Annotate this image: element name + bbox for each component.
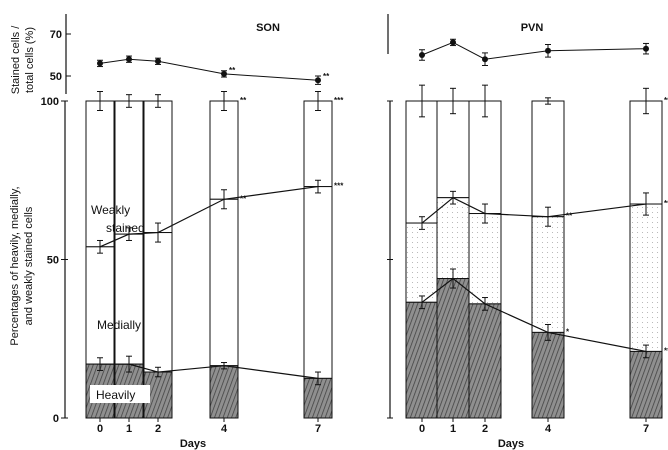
son-bar-heavy: [210, 366, 238, 418]
son-bar-weak: [304, 101, 332, 187]
pvn-bar-weak: [469, 101, 501, 214]
bottom-y-axis-label-line2: and weakly stained cells: [23, 206, 35, 325]
pvn-panel-title: PVN: [521, 22, 544, 34]
pvn-bar-medium: [437, 198, 469, 279]
son-top-series-line: [100, 59, 318, 80]
son-top-point: [315, 77, 321, 83]
son-x-tick-label: 7: [315, 423, 321, 435]
pvn-x-tick-label: 4: [545, 423, 552, 435]
son-bar-medium: [115, 234, 143, 364]
pvn-bar-weak: [532, 101, 564, 217]
son-top-significance: **: [229, 66, 236, 75]
pvn-medium-significance: ***: [664, 199, 668, 208]
son-bar-medium: [304, 187, 332, 379]
top-y-axis-label-line1: Stained cells /: [10, 25, 22, 94]
son-x-tick-label: 1: [126, 423, 132, 435]
annotation-stained: stained: [106, 221, 145, 235]
pvn-top-series-line: [422, 42, 646, 59]
son-medium-significance: ***: [334, 182, 344, 191]
pvn-bar-medium: [630, 204, 662, 351]
pvn-bar-medium: [532, 217, 564, 333]
son-x-tick-label: 4: [221, 423, 228, 435]
son-top-significance: **: [323, 72, 330, 81]
son-bar-weak: [144, 101, 172, 233]
pvn-top-point: [643, 46, 649, 52]
son-top-point: [155, 58, 161, 64]
pvn-x-axis-label: Days: [498, 438, 524, 450]
son-bar-medium: [144, 233, 172, 372]
son-top-point: [221, 71, 227, 77]
son-total-significance: ***: [334, 96, 344, 105]
pvn-bar-heavy: [406, 302, 438, 418]
son-x-tick-label: 2: [155, 423, 161, 435]
pvn-top-point: [545, 48, 551, 54]
son-bar-weak: [210, 101, 238, 199]
pvn-heavy-significance: *: [566, 327, 570, 336]
pvn-x-tick-label: 1: [450, 423, 456, 435]
top-y-tick-label: 50: [50, 71, 62, 83]
son-x-axis-label: Days: [180, 438, 206, 450]
son-bar-medium: [86, 247, 114, 364]
pvn-total-significance: ***: [664, 96, 668, 105]
pvn-x-tick-label: 2: [482, 423, 488, 435]
pvn-bar-heavy: [532, 332, 564, 418]
top-y-tick-label: 70: [50, 29, 62, 41]
pvn-top-point: [450, 39, 456, 45]
pvn-bar-weak: [630, 101, 662, 204]
pvn-x-tick-label: 0: [419, 423, 425, 435]
annotation-heavily: Heavily: [96, 388, 135, 402]
pvn-bar-weak: [437, 101, 469, 198]
bottom-y-tick-label: 100: [41, 96, 59, 108]
bottom-y-axis-label-line1: Percentages of heavily, medially,: [9, 186, 21, 345]
bottom-y-tick-label: 50: [47, 255, 59, 267]
pvn-bar-heavy: [630, 351, 662, 418]
pvn-top-point: [419, 52, 425, 58]
son-panel-title: SON: [256, 22, 280, 34]
son-total-significance: **: [240, 96, 247, 105]
son-top-point: [97, 60, 103, 66]
son-top-point: [126, 56, 132, 62]
pvn-bar-medium: [469, 214, 501, 304]
bottom-y-axis-label: Percentages of heavily, medially, and we…: [9, 186, 35, 345]
son-bar-medium: [210, 199, 238, 365]
top-y-axis-label-line2: total cells (%): [24, 27, 36, 93]
top-y-axis-label: Stained cells / total cells (%): [10, 25, 36, 94]
pvn-bar-weak: [406, 101, 438, 223]
pvn-bar-heavy: [469, 304, 501, 418]
annotation-weakly: Weakly: [91, 203, 130, 217]
pvn-top-point: [482, 56, 488, 62]
bottom-y-tick-label: 0: [53, 413, 59, 425]
pvn-heavy-significance: **: [664, 346, 668, 355]
annotation-medially: Medially: [97, 318, 141, 332]
pvn-x-tick-label: 7: [643, 423, 649, 435]
pvn-bar-medium: [406, 223, 438, 302]
son-medium-significance: **: [240, 194, 247, 203]
son-x-tick-label: 0: [97, 423, 103, 435]
pvn-bar-heavy: [437, 279, 469, 418]
